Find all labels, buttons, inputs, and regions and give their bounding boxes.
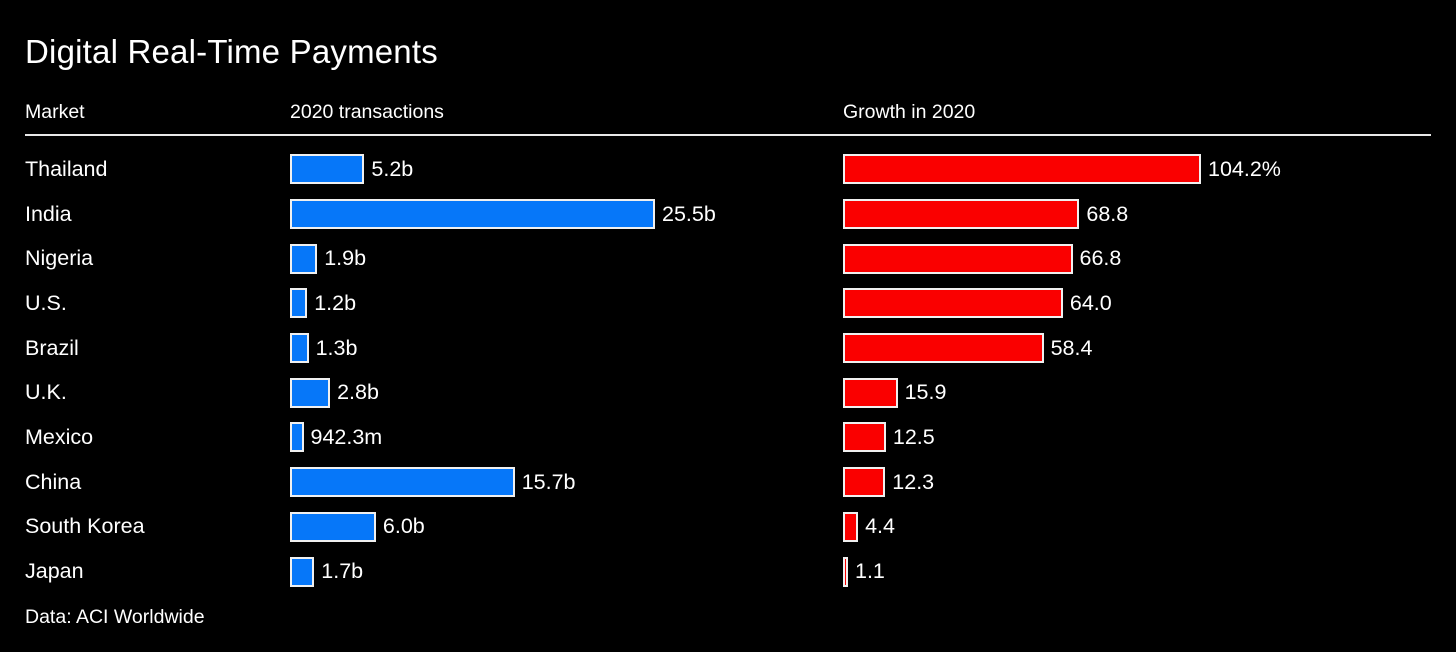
transactions-bar xyxy=(290,154,365,185)
transactions-value: 1.7b xyxy=(321,559,364,584)
transactions-value: 1.3b xyxy=(315,335,358,360)
growth-value: 58.4 xyxy=(1050,335,1093,360)
transactions-bar-group: 1.7b xyxy=(290,549,363,594)
market-label: Brazil xyxy=(25,335,79,360)
transactions-bar xyxy=(290,199,655,230)
transactions-bar xyxy=(290,467,515,498)
growth-bar xyxy=(843,333,1044,364)
transactions-value: 6.0b xyxy=(382,514,425,539)
market-label: Japan xyxy=(25,559,84,584)
market-row: U.K. 2.8b 15.9 xyxy=(0,370,1456,415)
growth-bar-group: 4.4 xyxy=(843,505,895,550)
chart-rows: Thailand 5.2b 104.2% India 25.5b 68.8 Ni… xyxy=(0,147,1456,594)
growth-value: 1.1 xyxy=(855,559,885,584)
growth-bar xyxy=(843,467,886,498)
growth-bar-group: 15.9 xyxy=(843,370,946,415)
transactions-bar-group: 6.0b xyxy=(290,505,425,550)
growth-value: 12.3 xyxy=(892,469,935,494)
column-header-growth: Growth in 2020 xyxy=(843,101,976,123)
transactions-value: 1.9b xyxy=(324,246,367,271)
transactions-bar-group: 1.3b xyxy=(290,326,357,371)
growth-value: 104.2% xyxy=(1208,156,1281,181)
market-label: India xyxy=(25,201,72,226)
transactions-value: 15.7b xyxy=(521,469,576,494)
market-label: Mexico xyxy=(25,424,94,449)
transactions-value: 2.8b xyxy=(337,380,379,405)
growth-bar xyxy=(843,154,1201,185)
growth-value: 68.8 xyxy=(1086,201,1129,226)
column-header-market: Market xyxy=(25,101,85,123)
transactions-bar xyxy=(290,288,308,319)
market-row: South Korea 6.0b 4.4 xyxy=(0,505,1456,550)
market-label: U.K. xyxy=(25,380,67,405)
growth-bar-group: 68.8 xyxy=(843,192,1128,237)
data-source: Data: ACI Worldwide xyxy=(25,606,205,628)
column-header-transactions: 2020 transactions xyxy=(290,101,444,123)
growth-bar xyxy=(843,556,848,587)
market-row: Thailand 5.2b 104.2% xyxy=(0,147,1456,192)
transactions-value: 25.5b xyxy=(662,201,716,226)
market-row: Brazil 1.3b 58.4 xyxy=(0,326,1456,371)
growth-value: 12.5 xyxy=(892,424,935,449)
market-row: U.S. 1.2b 64.0 xyxy=(0,281,1456,326)
transactions-bar xyxy=(290,243,318,274)
transactions-bar-group: 942.3m xyxy=(290,415,382,460)
transactions-value: 5.2b xyxy=(371,156,414,181)
growth-value: 15.9 xyxy=(904,380,947,405)
transactions-bar-group: 15.7b xyxy=(290,460,576,505)
market-label: China xyxy=(25,469,82,494)
growth-bar xyxy=(843,422,886,453)
transactions-value: 942.3m xyxy=(310,424,383,449)
growth-bar xyxy=(843,288,1063,319)
market-label: Thailand xyxy=(25,156,108,181)
header-rule xyxy=(25,134,1431,136)
market-row: Japan 1.7b 1.1 xyxy=(0,549,1456,594)
transactions-bar xyxy=(290,556,315,587)
growth-bar xyxy=(843,243,1073,274)
market-row: India 25.5b 68.8 xyxy=(0,192,1456,237)
growth-bar xyxy=(843,377,898,408)
growth-bar xyxy=(843,199,1080,230)
growth-bar-group: 64.0 xyxy=(843,281,1112,326)
growth-value: 66.8 xyxy=(1079,246,1122,271)
growth-value: 4.4 xyxy=(865,514,895,539)
transactions-bar-group: 2.8b xyxy=(290,370,379,415)
transactions-bar xyxy=(290,422,304,453)
transactions-bar xyxy=(290,333,309,364)
transactions-bar xyxy=(290,511,376,542)
market-label: U.S. xyxy=(25,290,67,315)
growth-bar-group: 12.5 xyxy=(843,415,935,460)
growth-bar xyxy=(843,511,859,542)
market-row: Mexico 942.3m 12.5 xyxy=(0,415,1456,460)
transactions-bar-group: 1.2b xyxy=(290,281,356,326)
transactions-bar-group: 5.2b xyxy=(290,147,413,192)
transactions-bar-group: 1.9b xyxy=(290,236,366,281)
growth-bar-group: 66.8 xyxy=(843,236,1121,281)
chart-title: Digital Real-Time Payments xyxy=(25,33,438,70)
transactions-bar xyxy=(290,377,331,408)
growth-bar-group: 58.4 xyxy=(843,326,1092,371)
growth-bar-group: 12.3 xyxy=(843,460,934,505)
growth-bar-group: 104.2% xyxy=(843,147,1281,192)
market-label: South Korea xyxy=(25,514,145,539)
market-label: Nigeria xyxy=(25,246,94,271)
transactions-value: 1.2b xyxy=(314,290,357,315)
growth-value: 64.0 xyxy=(1069,290,1112,315)
transactions-bar-group: 25.5b xyxy=(290,192,716,237)
market-row: Nigeria 1.9b 66.8 xyxy=(0,236,1456,281)
market-row: China 15.7b 12.3 xyxy=(0,460,1456,505)
growth-bar-group: 1.1 xyxy=(843,549,885,594)
